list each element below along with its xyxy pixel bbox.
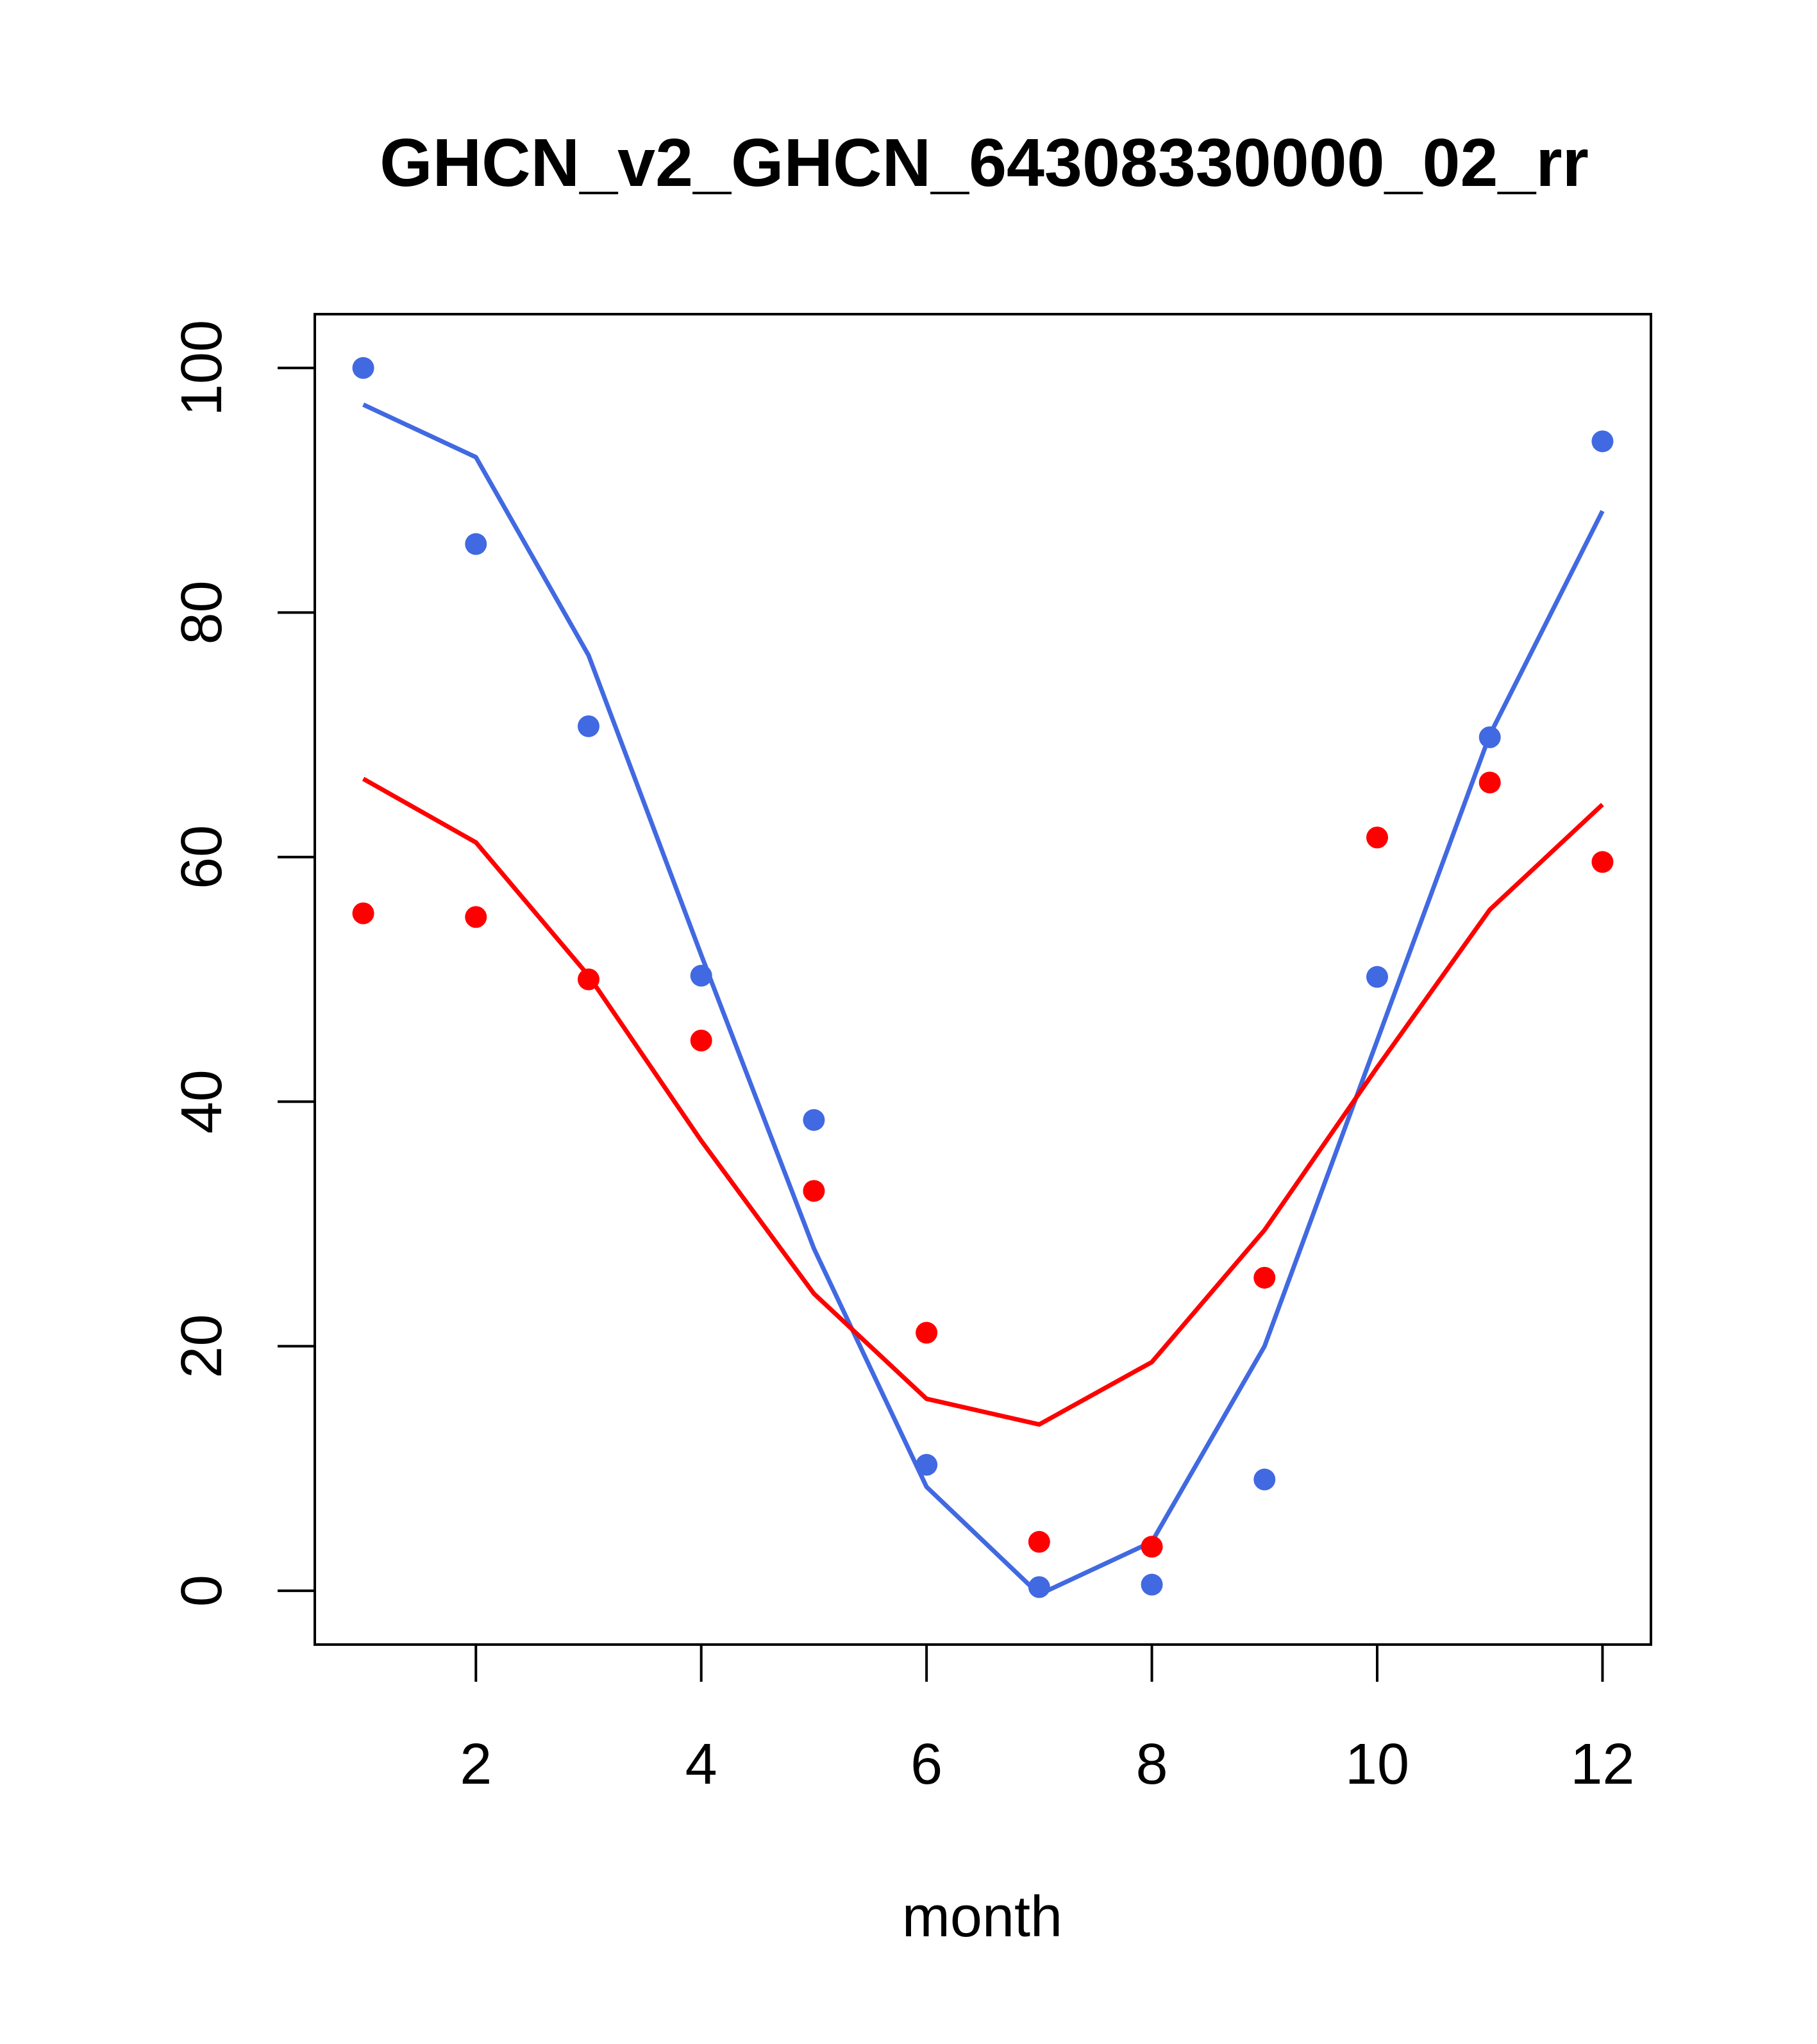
y-tick-label: 20	[170, 1314, 234, 1378]
series-1-point	[577, 715, 599, 737]
series-2-point	[1141, 1536, 1163, 1558]
series-1-point	[1366, 966, 1389, 988]
series-2-point	[1478, 771, 1501, 794]
series-1-point	[803, 1109, 825, 1131]
series-1-point	[1028, 1576, 1050, 1598]
series-1-point	[916, 1453, 938, 1476]
series-1-point	[465, 533, 487, 555]
x-axis: 2 4 6 8 10 12	[460, 1643, 1634, 1797]
series-2-point	[916, 1321, 938, 1344]
x-tick-label: 10	[1345, 1732, 1409, 1797]
x-axis-label: month	[902, 1885, 1062, 1949]
series-layer	[352, 356, 1614, 1598]
series-2-point	[577, 968, 599, 991]
series-1-point	[1591, 430, 1614, 453]
series-2-point	[690, 1029, 712, 1051]
series-1-point	[690, 964, 712, 987]
series-1-point	[352, 356, 374, 379]
y-tick-label: 60	[170, 825, 234, 889]
series-2-point	[1366, 826, 1389, 849]
x-tick-label: 8	[1136, 1732, 1168, 1797]
series-2-point	[1028, 1530, 1050, 1553]
y-axis: 0 20 40 60 80 100	[170, 320, 316, 1607]
series-2-point	[465, 906, 487, 928]
series-1-line	[362, 402, 1605, 1597]
plot-frame	[314, 313, 1652, 1646]
y-tick-label: 80	[170, 580, 234, 644]
series-2-line	[362, 776, 1604, 1427]
chart-title: GHCN_v2_GHCN_64308330000_02_rr	[380, 125, 1589, 201]
x-tick-label: 2	[460, 1732, 492, 1797]
y-tick-label: 100	[170, 320, 234, 416]
series-1-point	[1253, 1468, 1276, 1491]
series-2-point	[1253, 1266, 1276, 1289]
series-2-point	[1591, 851, 1614, 873]
series-1-point	[1478, 726, 1501, 748]
x-tick-label: 12	[1570, 1732, 1634, 1797]
y-tick-label: 0	[170, 1575, 234, 1607]
x-tick-label: 6	[910, 1732, 942, 1797]
y-tick-label: 40	[170, 1069, 234, 1134]
x-tick-label: 4	[685, 1732, 717, 1797]
series-2-point	[352, 902, 374, 925]
series-2-point	[803, 1180, 825, 1202]
series-1-point	[1141, 1573, 1163, 1596]
